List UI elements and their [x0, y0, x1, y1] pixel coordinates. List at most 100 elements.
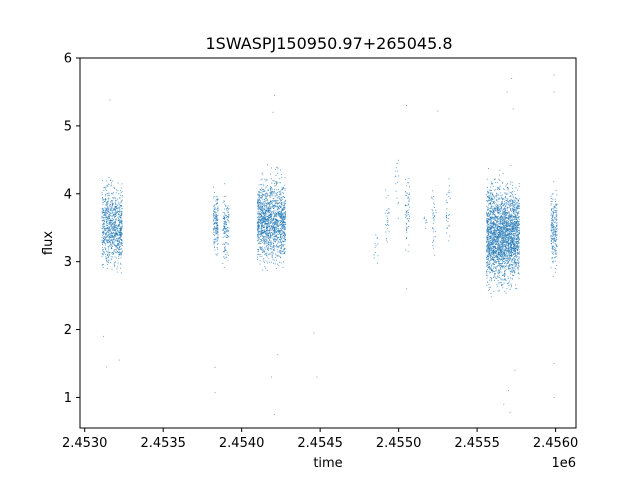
data-point: [264, 200, 266, 202]
data-point: [215, 203, 217, 205]
data-point: [518, 257, 520, 259]
data-point: [272, 219, 274, 221]
data-point: [107, 262, 109, 264]
data-point: [494, 202, 496, 203]
data-point: [503, 252, 505, 254]
data-point: [516, 207, 518, 209]
data-point: [386, 241, 388, 243]
data-point: [500, 245, 502, 247]
data-point: [102, 209, 104, 211]
data-point: [279, 227, 281, 229]
data-point: [262, 188, 264, 190]
data-point: [276, 255, 278, 257]
data-point: [281, 226, 283, 228]
data-point: [279, 256, 281, 258]
data-point: [282, 210, 283, 212]
data-point: [501, 250, 503, 252]
data-point: [506, 225, 508, 227]
data-point: [228, 220, 229, 222]
data-point: [113, 226, 115, 228]
data-point: [279, 214, 281, 216]
data-point: [517, 223, 519, 224]
data-point: [509, 231, 510, 232]
data-point: [262, 215, 264, 217]
data-point: [495, 217, 497, 219]
data-point: [227, 255, 229, 256]
data-point: [262, 173, 264, 175]
data-point: [274, 240, 276, 242]
data-point: [282, 251, 284, 252]
data-point: [279, 213, 280, 215]
data-point: [283, 207, 284, 209]
data-point: [486, 263, 488, 265]
data-point: [111, 210, 113, 212]
data-point: [284, 207, 286, 209]
data-point: [267, 219, 269, 221]
data-point: [104, 217, 106, 219]
data-point: [110, 220, 112, 222]
data-point: [261, 225, 263, 227]
data-point: [110, 234, 112, 235]
data-point: [212, 220, 214, 222]
data-point: [489, 252, 491, 254]
data-point: [405, 204, 407, 206]
data-point: [120, 190, 121, 192]
data-point: [102, 263, 104, 265]
data-point: [281, 241, 283, 243]
data-point: [506, 236, 508, 238]
data-point: [500, 248, 502, 250]
data-point: [376, 262, 378, 264]
data-point: [217, 227, 219, 229]
data-point: [496, 217, 498, 219]
data-point: [257, 225, 259, 227]
data-point: [109, 238, 110, 240]
data-point: [486, 261, 488, 263]
data-point: [268, 236, 270, 238]
data-point: [267, 232, 269, 234]
data-point: [274, 226, 276, 228]
data-point: [505, 266, 507, 267]
data-point: [222, 236, 224, 238]
data-point: [116, 233, 118, 235]
data-point: [110, 232, 112, 234]
data-point: [121, 251, 123, 253]
data-point: [259, 225, 260, 227]
data-point: [282, 217, 284, 219]
data-point: [261, 202, 263, 204]
data-point: [284, 200, 286, 202]
data-point: [257, 229, 259, 231]
data-point: [508, 278, 510, 280]
data-point: [503, 227, 505, 229]
data-point: [502, 216, 504, 218]
data-point: [500, 231, 502, 233]
data-point: [216, 215, 218, 217]
data-point: [497, 249, 499, 250]
data-point: [486, 222, 488, 223]
data-point: [506, 228, 508, 230]
data-point: [282, 223, 284, 225]
data-point: [506, 198, 508, 200]
data-point: [497, 227, 499, 229]
data-point: [110, 225, 112, 227]
data-point: [114, 265, 116, 266]
data-point: [109, 241, 111, 243]
data-point: [516, 207, 518, 208]
data-point: [120, 229, 122, 231]
data-point: [500, 202, 502, 204]
data-point: [280, 221, 282, 223]
data-point: [488, 255, 490, 257]
data-point: [282, 209, 284, 211]
data-point: [103, 219, 105, 221]
data-point: [216, 230, 218, 232]
data-point: [213, 210, 215, 212]
data-point: [489, 252, 491, 254]
data-point: [263, 225, 265, 227]
data-point: [276, 238, 278, 240]
data-point: [492, 195, 494, 197]
data-point: [508, 266, 510, 268]
data-point: [102, 240, 104, 242]
data-point: [106, 184, 108, 186]
data-point: [273, 205, 275, 207]
data-point: [107, 195, 109, 197]
data-point: [111, 226, 113, 228]
